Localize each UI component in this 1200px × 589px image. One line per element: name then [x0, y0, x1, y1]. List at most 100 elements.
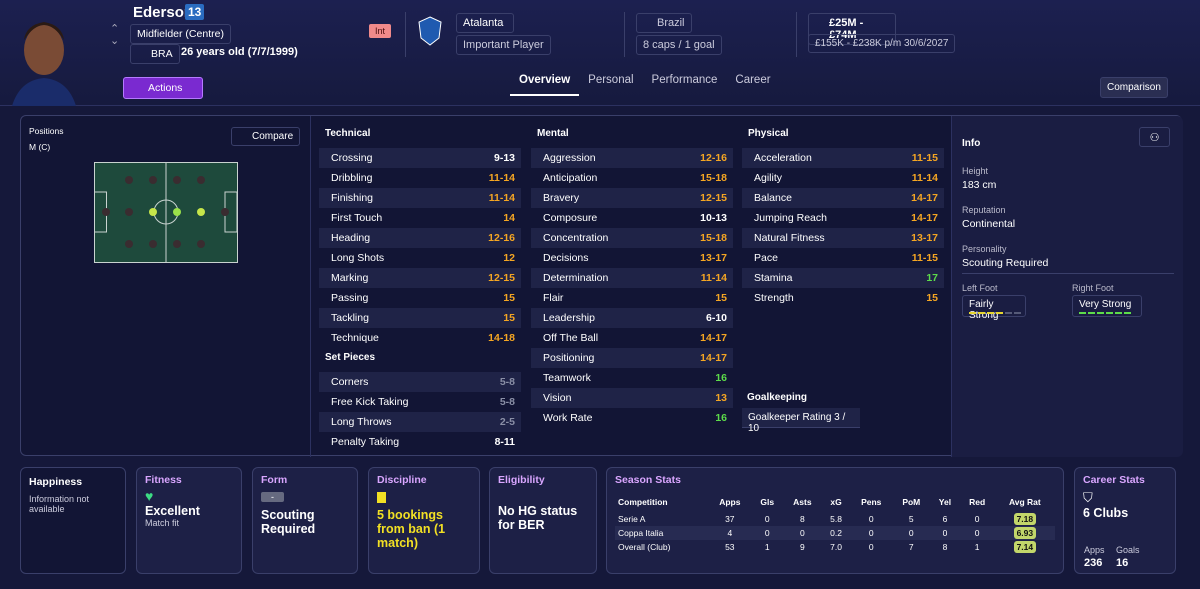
wage-value: £155K - £238K p/m [815, 38, 902, 49]
cell-text: 0 [868, 528, 874, 538]
info-item: Personality Scouting Required [962, 244, 1048, 269]
table-cell: 7.14 [995, 540, 1055, 554]
attribute-name: Anticipation [543, 172, 598, 184]
attribute-name: Balance [754, 192, 792, 204]
attribute-row: Leadership 6-10 [531, 308, 733, 328]
attribute-row: Long Shots 12 [319, 248, 521, 268]
discipline-title: Discipline [377, 474, 427, 486]
eligibility-title: Eligibility [498, 474, 545, 486]
attribute-name: Aggression [543, 152, 596, 164]
info-items: Height 183 cm Reputation Continental Persona… [962, 166, 1048, 283]
attribute-name: Decisions [543, 252, 589, 264]
attribute-row: Work Rate 16 [531, 408, 733, 428]
tab[interactable]: Career [735, 74, 771, 86]
attribute-row: Stamina 17 [742, 268, 944, 288]
country[interactable]: Brazil [636, 13, 692, 33]
attribute-name: Tackling [331, 312, 369, 324]
attribute-name: Corners [331, 376, 369, 388]
attribute-name: Leadership [543, 312, 595, 324]
attribute-name: Stamina [754, 272, 793, 284]
table-row[interactable]: Serie A 37 0 8 5.8 0 5 6 0 7.18 [615, 512, 1055, 526]
positions-label: Positions [29, 126, 64, 136]
prev-arrow[interactable]: ⌃ [110, 23, 120, 35]
section-title: Physical [748, 128, 789, 139]
divider [405, 12, 406, 57]
section-title: Technical [325, 128, 371, 139]
career-clubs: 6 Clubs [1083, 506, 1129, 520]
fitness-icon: ♥ [145, 488, 154, 504]
attribute-list: Crossing 9-13 Dribbling 11-14 Finishing 11-14… [319, 148, 521, 348]
table-cell: 0 [850, 540, 892, 554]
table-row[interactable]: Coppa Italia 4 0 0 0.2 0 0 0 0 6.93 [615, 526, 1055, 540]
career-stats-card[interactable]: Career Stats ⛉ 6 Clubs Apps 236 Goals 16 [1074, 467, 1176, 574]
club-name[interactable]: Atalanta [456, 13, 514, 33]
career-stats-title: Career Stats [1083, 474, 1145, 486]
attribute-value: 11-14 [488, 172, 515, 184]
attribute-value: 15 [503, 292, 515, 304]
next-arrow[interactable]: ⌄ [110, 35, 120, 47]
attribute-name: Crossing [331, 152, 373, 164]
attribute-row: Aggression 12-16 [531, 148, 733, 168]
column-header: xG [830, 497, 842, 507]
cell-text: 0 [764, 514, 770, 524]
yellow-card-icon [377, 492, 386, 503]
cell-text: 8 [942, 542, 948, 552]
attribute-row: Decisions 13-17 [531, 248, 733, 268]
divider [310, 116, 311, 457]
attribute-value: 16 [715, 372, 727, 384]
attribute-row: Composure 10-13 [531, 208, 733, 228]
fitness-card[interactable]: Fitness ♥ Excellent Match fit [136, 467, 242, 574]
attribute-value: 5-8 [499, 396, 515, 408]
divider [624, 12, 625, 57]
attribute-name: Strength [754, 292, 794, 304]
cell-text: Coppa Italia [618, 528, 664, 538]
tab[interactable]: Personal [588, 74, 634, 86]
right-foot-value: Very Strong [1072, 295, 1142, 317]
cell-text: 1 [764, 542, 770, 552]
eligibility-card[interactable]: Eligibility No HG status for BER [489, 467, 597, 574]
table-cell: 8 [930, 540, 959, 554]
column-header: Apps [719, 497, 741, 507]
attribute-name: Heading [331, 232, 371, 244]
left-foot-bar [969, 312, 1021, 314]
table-cell: 6.93 [995, 526, 1055, 540]
attribute-value: 15 [715, 292, 727, 304]
attribute-name: Marking [331, 272, 369, 284]
discipline-card[interactable]: Discipline 5 bookings from ban (1 match) [368, 467, 480, 574]
actions-button[interactable]: Actions [123, 77, 203, 99]
info-button[interactable]: ⚇ [1139, 127, 1170, 147]
physical-column: Physical Acceleration 11-15 Agility 11-14 Bal… [742, 128, 944, 308]
attribute-row: Flair 15 [531, 288, 733, 308]
column-header: Competition [618, 497, 668, 507]
attribute-row: Crossing 9-13 [319, 148, 521, 168]
attribute-name: Long Shots [331, 252, 385, 264]
season-stats-card[interactable]: Season Stats Competition Apps Gls Asts xG Pen… [606, 467, 1064, 574]
attribute-name: Teamwork [543, 372, 591, 384]
tab[interactable]: Overview [510, 72, 580, 96]
attribute-value: 14-18 [488, 332, 515, 344]
attribute-name: Positioning [543, 352, 595, 364]
attribute-list: Corners 5-8 Free Kick Taking 5-8 Long Throws… [319, 372, 521, 452]
table-cell: 0 [850, 526, 892, 540]
table-cell: 37 [708, 512, 751, 526]
comparison-button[interactable]: Comparison [1100, 77, 1168, 98]
goals-label: Goals [1116, 545, 1140, 555]
attribute-value: 11-14 [911, 172, 938, 184]
position-pitch [94, 162, 238, 263]
cell-text: 0 [800, 528, 805, 538]
divider [962, 273, 1174, 274]
attribute-value: 11-15 [911, 252, 938, 264]
table-row[interactable]: Overall (Club) 53 1 9 7.0 0 7 8 1 7.14 [615, 540, 1055, 554]
header: ⌃ ⌄ Ederson 13 Midfielder (Centre) BRA 2… [0, 0, 1200, 106]
table-cell: 0 [752, 526, 783, 540]
attribute-value: 12-16 [488, 232, 515, 244]
attribute-name: Natural Fitness [754, 232, 825, 244]
attribute-name: Jumping Reach [754, 212, 827, 224]
apps-value: 236 [1084, 557, 1103, 569]
tab[interactable]: Performance [651, 74, 718, 86]
attribute-value: 17 [926, 272, 938, 284]
compare-button[interactable]: Compare [231, 127, 301, 146]
attribute-value: 11-14 [488, 192, 515, 204]
form-card[interactable]: Form - Scouting Required [252, 467, 358, 574]
info-value: 183 cm [962, 179, 997, 191]
